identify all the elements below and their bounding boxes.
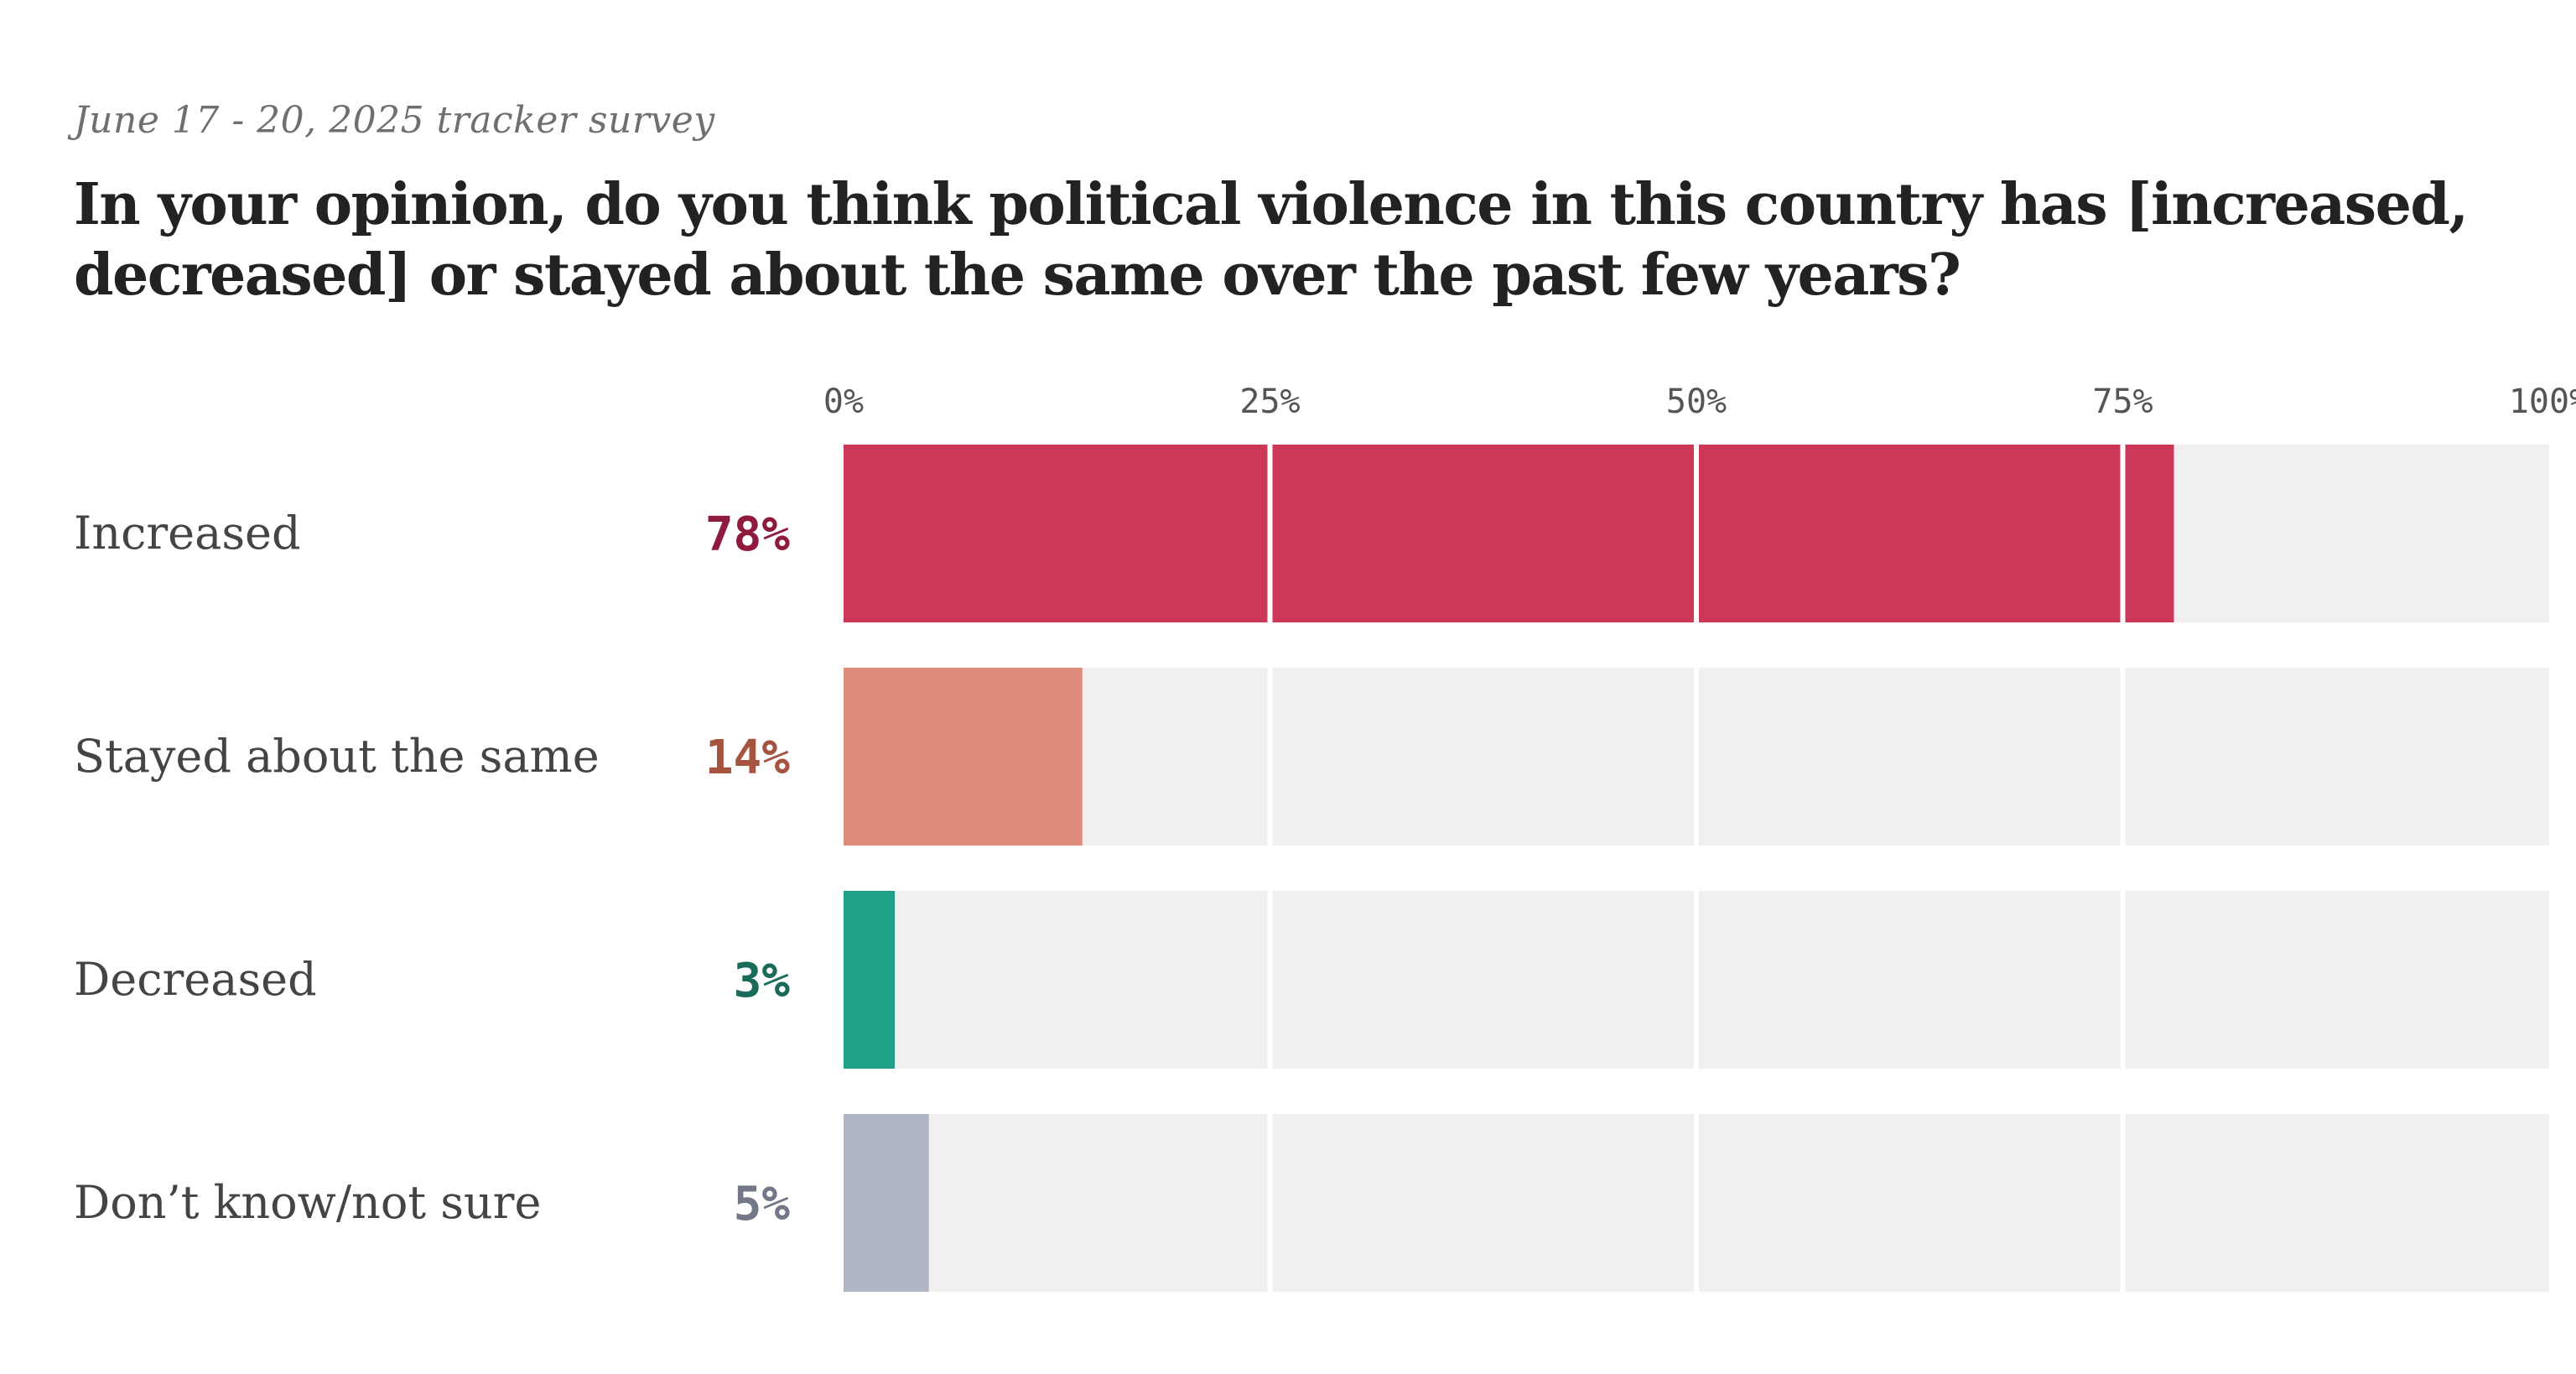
value-label: 5% [734,1177,791,1231]
bar [844,445,2174,622]
x-tick-label: 50% [1666,383,1727,421]
bar [844,1114,929,1292]
category-label: Stayed about the same [74,730,600,783]
value-label: 14% [705,731,790,785]
category-label: Increased [74,507,301,559]
bar [844,891,896,1069]
value-label: 78% [705,507,790,562]
value-label: 3% [734,954,791,1008]
x-tick-label: 25% [1239,383,1300,421]
chart-subtitle: June 17 - 20, 2025 tracker survey [74,99,715,142]
bar [844,668,1083,846]
category-label: Decreased [74,953,317,1006]
chart-title: In your opinion, do you think political … [74,171,2469,309]
category-label: Don’t know/not sure [74,1176,541,1229]
x-tick-label: 100% [2509,383,2576,421]
x-tick-label: 0% [823,383,864,421]
x-tick-label: 75% [2092,383,2153,421]
